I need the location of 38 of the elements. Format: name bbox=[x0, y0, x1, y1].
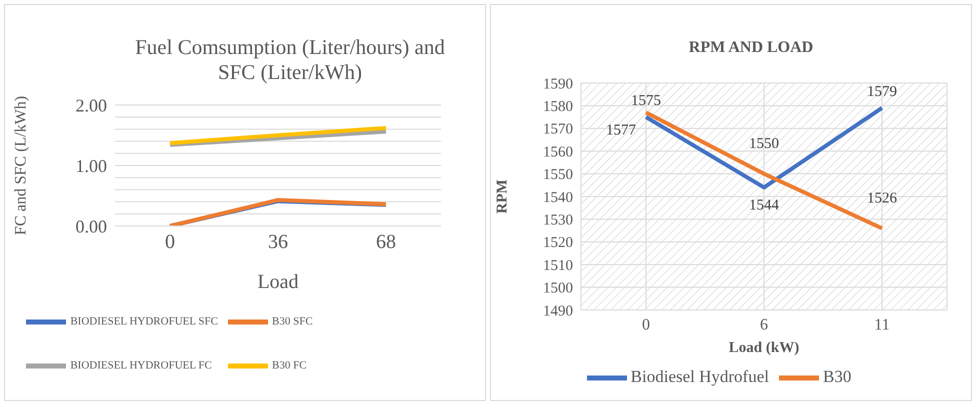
y-tick-label: 1500 bbox=[543, 280, 573, 297]
y-tick-label: 1560 bbox=[543, 144, 573, 160]
y-tick-label: 1540 bbox=[543, 190, 573, 206]
x-axis-title: Load bbox=[257, 271, 299, 293]
data-label: 1544 bbox=[749, 197, 780, 214]
y-tick-label: 1550 bbox=[543, 167, 573, 184]
data-label: 1526 bbox=[867, 190, 898, 206]
y-tick-label: 1490 bbox=[543, 303, 573, 320]
x-tick-label: 6 bbox=[760, 316, 768, 334]
x-axis-title: Load (kW) bbox=[728, 340, 800, 356]
x-tick-label: 36 bbox=[268, 231, 288, 254]
y-tick-label: 1580 bbox=[543, 99, 573, 116]
legend-label: B30 FC bbox=[272, 360, 307, 372]
y-tick-label: 1.00 bbox=[76, 156, 107, 176]
legend-label: Biodiesel Hydrofuel bbox=[630, 366, 769, 386]
data-label: 1575 bbox=[631, 93, 661, 110]
chart-title: Fuel Comsumption (Liter/hours) and SFC (Liter/kWh) bbox=[134, 35, 446, 85]
legend-label: BIODIESEL HYDROFUEL FC bbox=[70, 360, 212, 372]
x-tick-label: 0 bbox=[642, 316, 650, 334]
y-tick-label: 1590 bbox=[543, 76, 573, 92]
chart-title: RPM AND LOAD bbox=[688, 38, 814, 58]
data-label: 1550 bbox=[749, 136, 779, 152]
y-tick-label: 1520 bbox=[543, 235, 573, 252]
y-axis-title: RPM bbox=[494, 179, 510, 214]
x-tick-label: 0 bbox=[165, 231, 175, 254]
x-tick-label: 68 bbox=[376, 231, 396, 254]
y-tick-label: 1510 bbox=[543, 258, 573, 274]
y-tick-label: 0.00 bbox=[76, 216, 107, 236]
y-tick-label: 1570 bbox=[543, 122, 573, 138]
data-label: 1577 bbox=[606, 122, 636, 139]
y-tick-label: 1530 bbox=[543, 212, 573, 229]
x-tick-label: 11 bbox=[874, 316, 890, 334]
legend-label: BIODIESEL HYDROFUEL SFC bbox=[70, 316, 218, 328]
y-axis-title: FC and SFC (L/kWh) bbox=[12, 96, 30, 236]
legend-label: B30 SFC bbox=[272, 316, 313, 328]
y-tick-label: 2.00 bbox=[76, 95, 107, 116]
legend-label: B30 bbox=[823, 366, 852, 386]
data-label: 1579 bbox=[867, 84, 897, 100]
